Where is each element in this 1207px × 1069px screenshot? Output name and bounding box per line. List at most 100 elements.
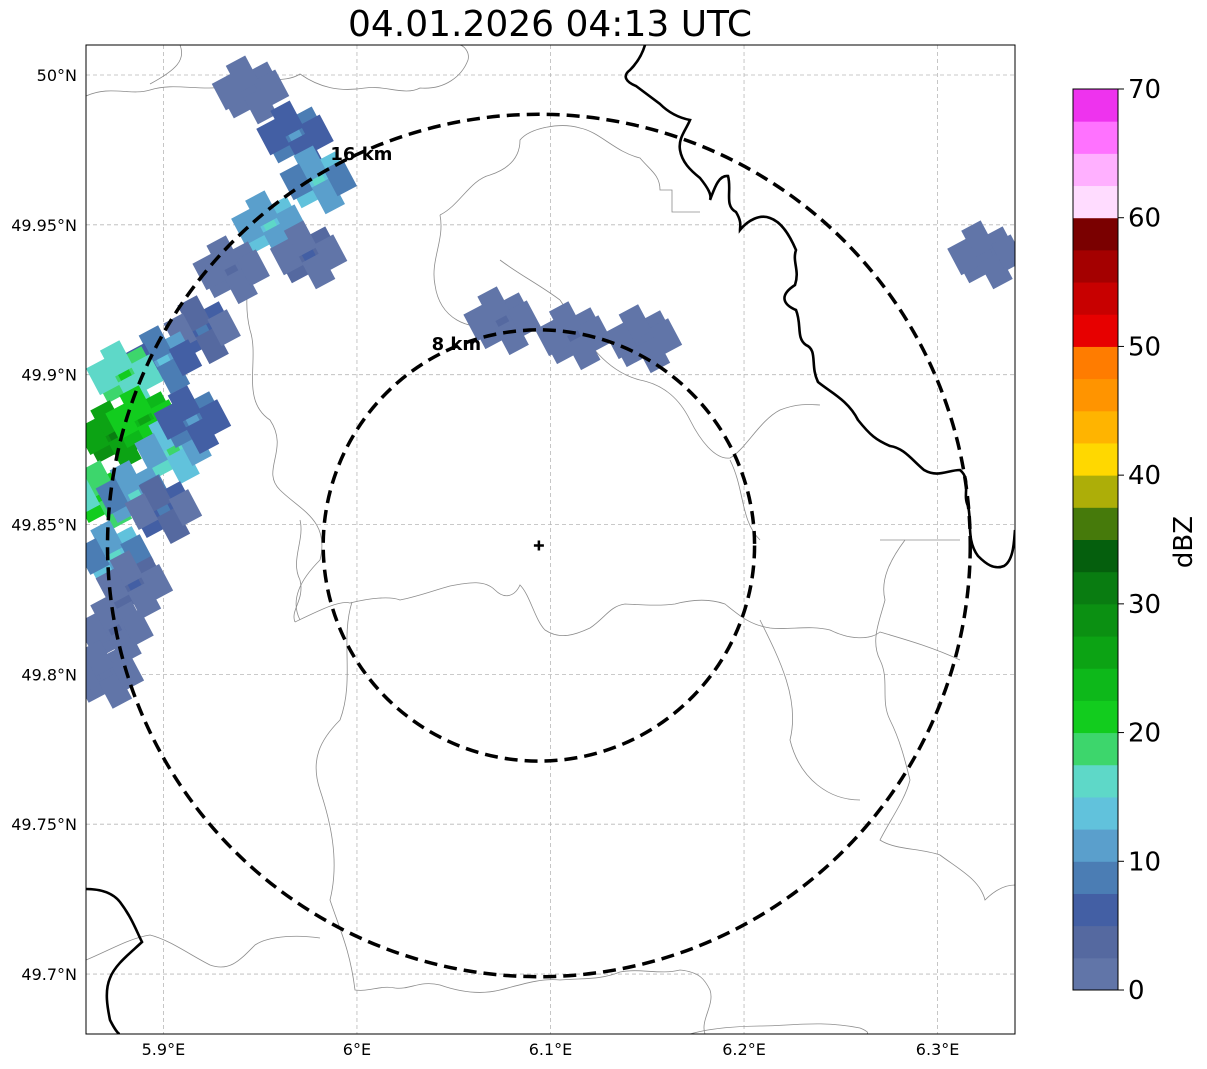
echo-gate [86, 657, 101, 695]
echo-gate [134, 433, 168, 470]
echo-gate [99, 340, 134, 378]
echo-gate [269, 238, 304, 276]
lon-tick-label: 6.1°E [529, 1040, 573, 1059]
echo-gate [300, 114, 334, 152]
echo-gate [323, 159, 358, 197]
echo-cell [153, 385, 232, 455]
lon-tick-label: 5.9°E [142, 1040, 186, 1059]
echo-gate [86, 639, 115, 677]
lon-tick-label: 6°E [343, 1040, 371, 1059]
echo-gate [206, 235, 240, 273]
echo-gate [636, 336, 671, 374]
echo-cell [604, 304, 683, 374]
echo-cell [279, 145, 358, 215]
echo-gate [279, 163, 314, 201]
echo-gate [127, 582, 162, 619]
echo-cell [534, 301, 613, 371]
echo-gate [566, 333, 601, 371]
echo-gate [109, 550, 144, 587]
echo-gate [991, 234, 1015, 272]
echo-gate [156, 507, 191, 544]
regional-boundaries [86, 45, 1015, 1034]
echo-gate [283, 220, 318, 258]
echo-cell [192, 235, 270, 305]
echo-gate [578, 315, 613, 353]
map-title: 04.01.2026 04:13 UTC [347, 4, 753, 45]
lat-tick-label: 49.95°N [11, 216, 77, 235]
radar-echo-layer [86, 55, 1015, 709]
echo-gate [477, 286, 511, 324]
echo-gate [301, 252, 336, 290]
echo-gate [156, 357, 191, 395]
echo-cell [211, 55, 290, 125]
echo-gate [979, 252, 1013, 290]
echo-gate [947, 238, 981, 276]
echo-cell [86, 639, 145, 709]
echo-gate [119, 385, 153, 423]
echo-gate [86, 418, 110, 456]
echo-gate [648, 318, 683, 356]
echo-gate [86, 538, 110, 575]
lat-tick-label: 49.75°N [11, 815, 77, 834]
echo-gate [105, 403, 139, 441]
echo-cell [124, 475, 203, 544]
echo-cell [947, 220, 1015, 290]
echo-gate [463, 304, 497, 342]
echo-gate [95, 568, 130, 605]
echo-gate [138, 325, 173, 363]
echo-gate [86, 613, 110, 650]
range-ring-label: 16 km [330, 144, 392, 165]
echo-gate [270, 100, 304, 138]
echo-cell [269, 220, 348, 290]
lat-tick-label: 49.85°N [11, 516, 77, 535]
map-frame [85, 44, 1016, 1035]
echo-gate [166, 447, 200, 484]
echo-gate [86, 478, 101, 515]
echo-cell [86, 595, 154, 664]
echo-gate [108, 432, 142, 470]
echo-gate [120, 609, 154, 646]
echo-gate [207, 309, 241, 347]
echo-gate [129, 354, 164, 392]
lat-tick-label: 49.7°N [21, 965, 77, 984]
echo-cell [256, 100, 334, 170]
latitude-tick-labels: 50°N 49.95°N 49.9°N 49.85°N 49.8°N 49.75°N 49.… [11, 66, 77, 984]
echo-gate [245, 190, 279, 228]
echo-gate [236, 249, 270, 287]
echo-gate [548, 301, 583, 339]
range-ring [105, 112, 972, 979]
range-ring [321, 328, 757, 763]
echo-gate [225, 55, 260, 93]
echo-gate [243, 87, 278, 125]
range-rings: 8 km 16 km [105, 112, 972, 979]
echo-gate [95, 478, 130, 515]
radar-site-cross [533, 540, 544, 551]
echo-gate [507, 300, 541, 338]
echo-gate [185, 417, 220, 455]
echo-gate [167, 385, 202, 423]
echo-gate [313, 234, 348, 272]
echo-gate [192, 253, 226, 291]
national-border [86, 45, 1015, 1034]
echo-gate [153, 403, 188, 441]
echo-cell [105, 385, 183, 455]
echo-gate [961, 220, 995, 258]
echo-gate [255, 69, 290, 107]
echo-cell [463, 286, 541, 356]
lon-tick-label: 6.3°E [916, 1040, 960, 1059]
echo-gate [139, 564, 174, 601]
lon-tick-label: 6.2°E [722, 1040, 766, 1059]
echo-gate [211, 73, 246, 111]
echo-gate [138, 475, 173, 512]
echo-gate [177, 295, 211, 333]
echo-gate [197, 399, 232, 437]
echo-gate [168, 339, 203, 377]
echo-gate [311, 177, 346, 215]
echo-gate [195, 327, 229, 365]
echo-gate [98, 671, 133, 709]
echo-gate [109, 460, 144, 497]
echo-gate [86, 358, 120, 396]
echo-gate [124, 493, 159, 530]
longitude-tick-labels: 5.9°E 6°E 6.1°E 6.2°E 6.3°E [142, 1040, 960, 1059]
echo-gate [618, 304, 653, 342]
